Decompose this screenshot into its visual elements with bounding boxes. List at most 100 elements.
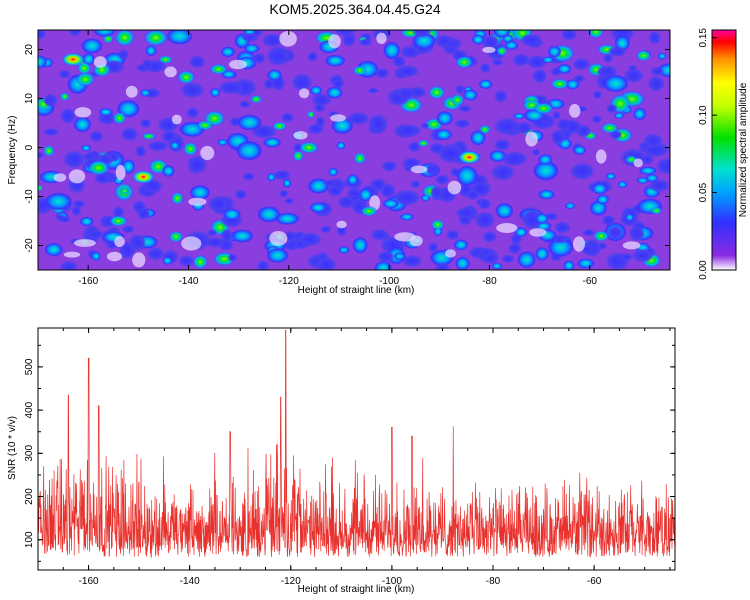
heatmap-cell: [445, 249, 456, 258]
heatmap-cell: [560, 30, 578, 41]
heatmap-cell: [602, 53, 614, 63]
heatmap-cell: [263, 137, 282, 148]
heatmap-cell: [227, 253, 238, 262]
heatmap-cell: [236, 114, 263, 131]
heatmap-cell: [591, 183, 608, 195]
heatmap-cell: [336, 220, 347, 229]
heatmap-cell: [573, 74, 586, 83]
heatmap-cell: [196, 120, 214, 131]
heatmap-cell: [319, 225, 332, 234]
heatmap-cell: [420, 122, 430, 129]
snr-y-axis-label: SNR (10 * v/v): [7, 416, 18, 480]
heatmap-cell: [556, 63, 572, 75]
heatmap-cell: [164, 66, 177, 78]
heatmap-cell: [496, 46, 508, 56]
heatmap-cell: [628, 225, 646, 242]
heatmap-cell: [358, 187, 373, 202]
heatmap-cell: [307, 51, 319, 62]
heatmap-cell: [392, 189, 422, 206]
heatmap-cell: [243, 43, 260, 54]
heatmap-cell: [81, 144, 92, 152]
heatmap-cell: [106, 251, 123, 262]
heatmap-cell: [496, 223, 518, 233]
heatmap-cell: [79, 216, 94, 227]
heatmap-cell: [269, 231, 288, 246]
heatmap-cell: [147, 140, 170, 152]
colorbar-ticks: 0.00 0.05 0.10 0.15: [698, 28, 717, 280]
heatmap-cell: [58, 70, 71, 79]
heatmap-cell: [532, 160, 560, 181]
heatmap-cell: [392, 55, 406, 68]
heatmap-cell: [633, 158, 643, 168]
snr-frame: [37, 327, 676, 571]
heatmap-cell: [332, 78, 345, 89]
snr-x-tick-label: -60: [587, 576, 602, 587]
heatmap-cell: [88, 130, 104, 143]
heatmap-cell: [648, 178, 670, 193]
heatmap-hotspot: [298, 141, 320, 154]
heatmap-cell: [121, 225, 135, 234]
heatmap-cell: [623, 68, 644, 84]
heatmap-cell: [383, 41, 401, 60]
heatmap-cell: [479, 62, 491, 74]
heatmap-cell: [494, 89, 508, 103]
heatmap-cell: [429, 185, 445, 201]
heatmap-cell: [410, 180, 421, 189]
heatmap-cell: [140, 89, 151, 97]
heatmap-cell: [514, 227, 528, 238]
heatmap-cell: [263, 78, 275, 90]
heatmap-cell: [367, 87, 380, 94]
heatmap-cell: [315, 116, 326, 128]
heatmap-cell: [59, 92, 70, 101]
heatmap-hotspot: [550, 78, 570, 90]
heatmap-cell: [607, 46, 627, 58]
heatmap-cell: [68, 169, 86, 184]
colorbar: 0.00 0.05 0.10 0.15 Normalized spectral amp…: [698, 28, 749, 280]
heatmap-cell: [352, 65, 368, 76]
heatmap-cell: [238, 100, 251, 109]
heatmap-cell: [547, 45, 562, 58]
heatmap-cell: [532, 68, 548, 84]
heatmap-cell: [58, 216, 72, 223]
heatmap-cell: [595, 149, 607, 164]
heatmap-x-tick-label: -120: [279, 276, 299, 287]
heatmap-cell: [507, 242, 522, 255]
heatmap-cell: [72, 199, 86, 208]
heatmap-cell: [68, 30, 82, 37]
heatmap-hotspot: [209, 63, 228, 75]
heatmap-cell: [553, 234, 567, 244]
heatmap-cell: [44, 242, 64, 257]
heatmap-cell: [650, 206, 663, 215]
heatmap-hotspot: [600, 122, 619, 134]
heatmap-cell: [242, 172, 256, 181]
heatmap-cell: [377, 250, 395, 264]
heatmap-x-tick-label: -160: [78, 276, 98, 287]
heatmap-hotspot: [131, 170, 156, 184]
heatmap-cell: [171, 114, 182, 125]
heatmap-cell: [381, 160, 398, 172]
snr-x-axis-label: Height of straight line (km): [298, 584, 415, 595]
heatmap-cell: [293, 131, 308, 140]
heatmap-cell: [592, 90, 603, 100]
heatmap-cell: [333, 30, 357, 37]
heatmap-cell: [525, 131, 538, 147]
heatmap-cell: [309, 85, 323, 96]
heatmap-cell: [471, 34, 485, 45]
heatmap-cell: [186, 107, 200, 119]
heatmap-cell: [500, 151, 529, 167]
heatmap-cell: [435, 128, 453, 141]
colorbar-tick-label: 0.00: [698, 260, 709, 280]
heatmap-cell: [625, 213, 635, 222]
heatmap-cell: [633, 107, 647, 121]
heatmap-cell: [493, 30, 511, 39]
heatmap-cell: [399, 213, 415, 221]
heatmap-cell: [407, 141, 421, 153]
heatmap-cell: [376, 32, 387, 44]
heatmap-cell: [267, 69, 283, 81]
heatmap-cell: [296, 232, 323, 247]
heatmap-cell: [520, 33, 543, 47]
heatmap-cell: [447, 180, 462, 195]
snr-x-tick-label: -100: [382, 576, 402, 587]
heatmap-x-tick-label: -100: [379, 276, 399, 287]
heatmap-cell: [38, 185, 44, 192]
